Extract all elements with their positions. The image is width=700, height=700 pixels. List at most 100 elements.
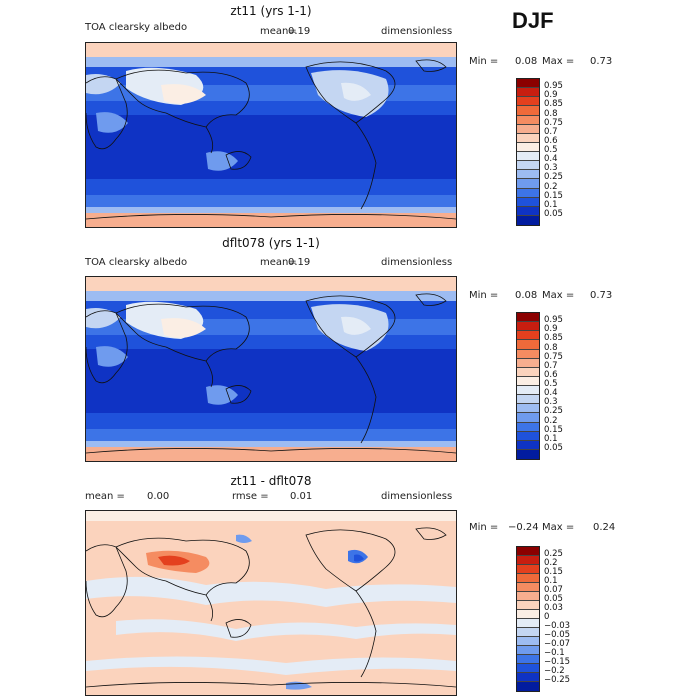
colorbar-swatch <box>517 179 539 189</box>
colorbar <box>516 312 540 460</box>
colorbar-tick-label: 0.2 <box>544 558 558 568</box>
colorbar-swatch <box>517 97 539 107</box>
panel-title: dflt078 (yrs 1-1) <box>222 236 320 250</box>
albedo-map <box>85 42 457 228</box>
colorbar-swatch <box>517 161 539 171</box>
colorbar-tick-label: 0.3 <box>544 397 558 408</box>
colorbar-tick-label: 0.1 <box>544 199 558 210</box>
colorbar-swatch <box>517 133 539 143</box>
colorbar-swatch <box>517 592 539 601</box>
colorbar <box>516 546 540 692</box>
colorbar-tick-label: 0.05 <box>544 594 563 604</box>
colorbar-tick-label: 0.7 <box>544 126 558 137</box>
colorbar-swatch <box>517 574 539 583</box>
max-label: Max = <box>542 522 575 533</box>
colorbar-tick-label: 0.15 <box>544 190 563 201</box>
colorbar-tick-label: 0.85 <box>544 99 563 110</box>
variable-name: TOA clearsky albedo <box>85 22 188 33</box>
min-label: Min = <box>469 290 499 301</box>
difference-map <box>85 510 457 696</box>
colorbar-tick-label: 0.15 <box>544 424 563 435</box>
rmse-label: rmse = <box>232 491 269 502</box>
colorbar-tick-label: 0.85 <box>544 333 563 344</box>
colorbar-tick-label: 0.75 <box>544 351 563 362</box>
mean-value: 0.19 <box>288 26 311 37</box>
colorbar-swatch <box>517 646 539 655</box>
colorbar-swatch <box>517 188 539 198</box>
colorbar-swatch <box>517 152 539 162</box>
colorbar-tick-label: 0.03 <box>544 603 563 613</box>
colorbar-swatch <box>517 106 539 116</box>
colorbar-tick-label: 0.5 <box>544 379 558 389</box>
colorbar-swatch <box>517 431 539 441</box>
colorbar-swatch <box>517 556 539 565</box>
colorbar-tick-label: −0.1 <box>544 648 565 658</box>
colorbar-tick-label: 0.1 <box>544 433 558 444</box>
colorbar-swatch <box>517 547 539 556</box>
colorbar-tick-label: 0.15 <box>544 567 563 577</box>
max-value: 0.73 <box>590 290 613 301</box>
min-value: 0.08 <box>515 290 538 301</box>
colorbar-tick-label: 0.6 <box>544 369 558 380</box>
max-value: 0.73 <box>590 56 613 67</box>
colorbar-swatch <box>517 331 539 341</box>
colorbar-swatch <box>517 395 539 405</box>
colorbar-tick-label: 0.9 <box>544 324 558 335</box>
min-label: Min = <box>469 56 499 67</box>
rmse-value: 0.01 <box>290 491 313 502</box>
colorbar-swatch <box>517 349 539 359</box>
colorbar-swatch <box>517 197 539 207</box>
colorbar-swatch <box>517 376 539 386</box>
colorbar-tick-label: 0.3 <box>544 163 558 174</box>
colorbar-swatch <box>517 565 539 574</box>
max-value: 0.24 <box>593 522 616 533</box>
colorbar-swatch <box>517 449 539 459</box>
colorbar-tick-label: −0.07 <box>544 639 571 649</box>
colorbar-tick-label: 0.4 <box>544 388 558 399</box>
colorbar-swatch <box>517 619 539 628</box>
map-field <box>86 511 456 695</box>
colorbar-swatch <box>517 313 539 323</box>
colorbar-swatch <box>517 637 539 646</box>
colorbar-tick-label: −0.25 <box>544 675 571 685</box>
colorbar-swatch <box>517 340 539 350</box>
min-value: −0.24 <box>508 522 539 533</box>
colorbar-swatch <box>517 124 539 134</box>
colorbar-swatch <box>517 88 539 98</box>
colorbar-swatch <box>517 115 539 125</box>
min-value: 0.08 <box>515 56 538 67</box>
map-field <box>86 43 456 227</box>
mean-label: mean= <box>260 257 297 268</box>
colorbar-swatch <box>517 367 539 377</box>
colorbar-tick-label: 0.25 <box>544 549 563 559</box>
max-label: Max = <box>542 290 575 301</box>
min-label: Min = <box>469 522 499 533</box>
colorbar-tick-label: −0.2 <box>544 666 565 676</box>
mean-value: 0.00 <box>147 491 170 502</box>
colorbar-swatch <box>517 440 539 450</box>
colorbar-labels: 0.95 0.9 0.85 0.8 0.75 0.7 0.6 0.5 0.4 0.3 0.25 0.2… <box>544 78 584 226</box>
units-label: dimensionless <box>381 26 453 37</box>
panel-title: zt11 (yrs 1-1) <box>230 4 312 18</box>
season-title: DJF <box>512 8 554 33</box>
colorbar-swatch <box>517 170 539 180</box>
colorbar-swatch <box>517 583 539 592</box>
colorbar-swatch <box>517 610 539 619</box>
colorbar-tick-label: 0.6 <box>544 135 558 146</box>
colorbar-swatch <box>517 386 539 396</box>
colorbar-tick-label: 0.4 <box>544 154 558 165</box>
units-label: dimensionless <box>381 491 453 502</box>
mean-label: mean= <box>260 26 297 37</box>
colorbar-tick-label: 0.07 <box>544 585 563 595</box>
max-label: Max = <box>542 56 575 67</box>
colorbar-tick-label: 0.8 <box>544 342 558 353</box>
colorbar-tick-label: 0.05 <box>544 442 563 453</box>
colorbar-swatch <box>517 206 539 216</box>
colorbar-swatch <box>517 142 539 152</box>
colorbar-swatch <box>517 601 539 610</box>
variable-name: TOA clearsky albedo <box>85 257 188 268</box>
panel-title: zt11 - dflt078 <box>230 474 312 488</box>
map-field <box>86 277 456 461</box>
albedo-map <box>85 276 457 462</box>
colorbar-tick-label: 0.1 <box>544 576 558 586</box>
